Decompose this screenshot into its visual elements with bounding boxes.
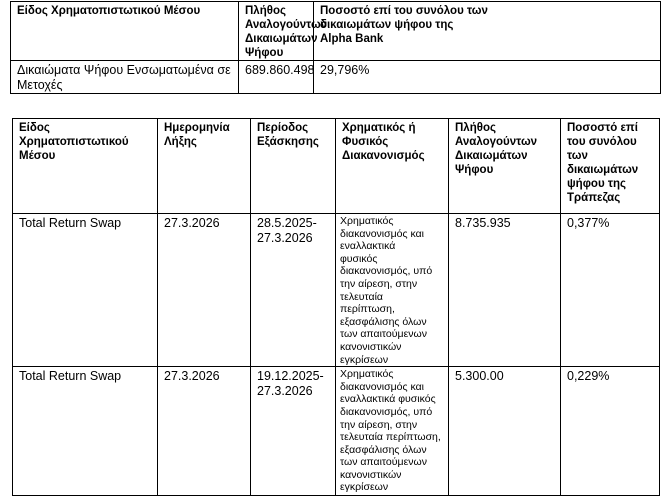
- cell-instrument-type: Total Return Swap: [12, 366, 158, 497]
- cell-expiry-date: 27.3.2026: [157, 212, 251, 368]
- table-row: Total Return Swap 27.3.2026 19.12.2025- …: [12, 366, 660, 497]
- financial-instruments-table: Είδος Χρηματοπιστωτικού Μέσου Ημερομηνία…: [12, 118, 660, 497]
- header-voting-rights-count: Πλήθος Αναλογούντων Δικαιωμάτων Ψήφου: [238, 1, 327, 61]
- header-voting-rights-percent: Ποσοστό επί του συνόλου των δικαιωμάτων …: [560, 118, 660, 214]
- header-instrument-type: Είδος Χρηματοπιστωτικού Μέσου: [10, 1, 239, 61]
- cell-voting-rights-count: 8.735.935: [448, 212, 561, 368]
- cell-voting-rights-percent: 0,229%: [560, 366, 660, 497]
- header-voting-rights-percent: Ποσοστό επί του συνόλου των δικαιωμάτων …: [313, 1, 661, 61]
- table-header-row: Είδος Χρηματοπιστωτικού Μέσου Ημερομηνία…: [12, 118, 660, 214]
- cell-voting-rights-percent: 0,377%: [560, 212, 660, 368]
- cell-exercise-period: 19.12.2025- 27.3.2026: [250, 366, 336, 497]
- cell-voting-rights-count: 5.300.00: [448, 366, 561, 497]
- cell-exercise-period: 28.5.2025- 27.3.2026: [250, 212, 336, 368]
- cell-instrument-type: Total Return Swap: [12, 212, 158, 368]
- cell-voting-rights-count: 689.860.498: [238, 60, 315, 94]
- voting-rights-table: Είδος Χρηματοπιστωτικού Μέσου Πλήθος Ανα…: [10, 1, 661, 94]
- header-exercise-period: Περίοδος Εξάσκησης: [250, 118, 336, 214]
- table-row: Total Return Swap 27.3.2026 28.5.2025- 2…: [12, 212, 660, 368]
- cell-voting-rights-percent: 29,796%: [313, 60, 661, 94]
- cell-settlement: Χρηματικός διακανονισμός και εναλλακτικά…: [335, 212, 449, 368]
- header-expiry-date: Ημερομηνία Λήξης: [157, 118, 251, 214]
- table-row: Δικαιώματα Ψήφου Ενσωματωμένα σε Μετοχές…: [10, 60, 661, 94]
- header-settlement: Χρηματικός ή Φυσικός Διακανονισμός: [335, 118, 449, 214]
- cell-instrument-type: Δικαιώματα Ψήφου Ενσωματωμένα σε Μετοχές: [10, 60, 239, 94]
- cell-settlement: Χρηματικός διακανονισμός και εναλλακτικά…: [335, 366, 449, 497]
- table-header-row: Είδος Χρηματοπιστωτικού Μέσου Πλήθος Ανα…: [10, 1, 661, 61]
- cell-expiry-date: 27.3.2026: [157, 366, 251, 497]
- header-instrument-type: Είδος Χρηματοπιστωτικού Μέσου: [12, 118, 158, 214]
- header-voting-rights-count: Πλήθος Αναλογούντων Δικαιωμάτων Ψήφου: [448, 118, 561, 214]
